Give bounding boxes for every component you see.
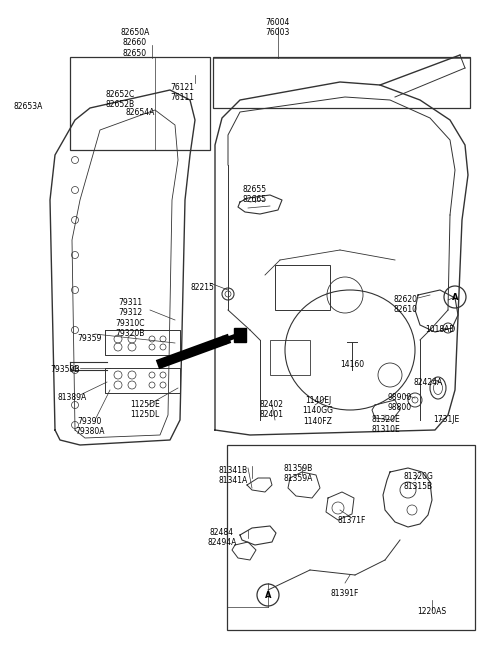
- Text: A: A: [265, 590, 271, 600]
- Text: 82215: 82215: [190, 283, 214, 292]
- Text: 79390
79380A: 79390 79380A: [75, 417, 105, 436]
- Text: 79359: 79359: [78, 334, 102, 343]
- Text: 82484
82494A: 82484 82494A: [207, 528, 237, 547]
- Text: 98900
98800: 98900 98800: [388, 393, 412, 413]
- Text: 1018AD: 1018AD: [425, 325, 455, 334]
- Text: 82655
82665: 82655 82665: [243, 185, 267, 205]
- Text: 81320E
81310E: 81320E 81310E: [372, 415, 400, 434]
- Text: 81320G
81315B: 81320G 81315B: [403, 472, 433, 491]
- Bar: [213, 57, 470, 108]
- Text: 82653A: 82653A: [13, 102, 43, 111]
- Text: 81341B
81341A: 81341B 81341A: [218, 466, 248, 485]
- Text: 82402
82401: 82402 82401: [260, 400, 284, 419]
- Text: 82620
82610: 82620 82610: [394, 295, 418, 314]
- Text: 14160: 14160: [340, 360, 364, 369]
- Text: 81389A: 81389A: [58, 393, 86, 402]
- Text: 81391F: 81391F: [331, 589, 359, 598]
- Text: 79311
79312
79310C
79320B: 79311 79312 79310C 79320B: [115, 298, 145, 338]
- Text: 82652C
82652B: 82652C 82652B: [106, 90, 134, 110]
- Text: 1125DE
1125DL: 1125DE 1125DL: [130, 400, 160, 419]
- Text: 1731JE: 1731JE: [433, 415, 459, 424]
- Text: 79359B: 79359B: [50, 365, 80, 374]
- Bar: [275, 265, 330, 310]
- Bar: [70, 57, 210, 150]
- Text: 82654A: 82654A: [125, 108, 155, 117]
- Bar: [227, 445, 475, 630]
- Text: 82650A
82660
82650: 82650A 82660 82650: [120, 28, 150, 58]
- Text: 81371F: 81371F: [338, 516, 366, 525]
- Text: 1220AS: 1220AS: [418, 607, 446, 616]
- Text: 1140EJ
1140GG
1140FZ: 1140EJ 1140GG 1140FZ: [302, 396, 334, 426]
- Text: 81359B
81359A: 81359B 81359A: [283, 464, 312, 483]
- Text: 76121
76111: 76121 76111: [170, 83, 194, 102]
- Text: 82424A: 82424A: [413, 378, 443, 387]
- Bar: [234, 328, 246, 342]
- Text: 76004
76003: 76004 76003: [266, 18, 290, 37]
- Bar: [270, 340, 310, 375]
- Text: A: A: [452, 293, 458, 302]
